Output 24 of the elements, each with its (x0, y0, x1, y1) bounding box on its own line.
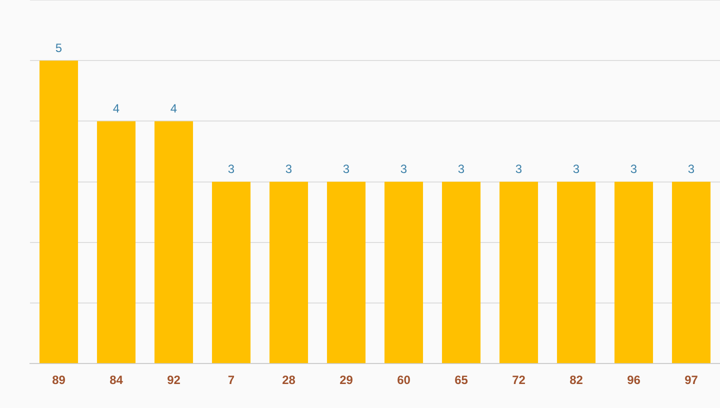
x-tick-label: 72 (512, 373, 526, 388)
data-label: 3 (688, 162, 695, 176)
x-tick-label: 60 (397, 373, 411, 388)
x-tick-label: 89 (52, 373, 66, 388)
data-label: 3 (400, 162, 408, 176)
data-label: 3 (458, 162, 465, 176)
x-tick-label: 84 (110, 373, 124, 388)
x-tick-label: 96 (627, 373, 641, 388)
x-tick-label: 97 (684, 373, 698, 388)
x-tick-label: 65 (454, 373, 468, 388)
data-label: 3 (228, 162, 235, 176)
x-tick-label: 92 (167, 373, 181, 388)
data-label: 3 (342, 162, 350, 176)
data-label: 4 (170, 102, 178, 116)
data-label: 4 (112, 102, 120, 116)
x-tick-label: 29 (340, 373, 354, 388)
x-tick-label: 28 (282, 373, 296, 388)
data-label: 3 (630, 162, 638, 176)
data-label: 3 (572, 162, 580, 176)
data-label: 3 (285, 162, 292, 176)
data-label: 3 (515, 162, 522, 176)
x-tick-label: 82 (570, 373, 584, 388)
x-tick-label: 7 (228, 373, 235, 388)
data-label: 5 (55, 40, 62, 55)
